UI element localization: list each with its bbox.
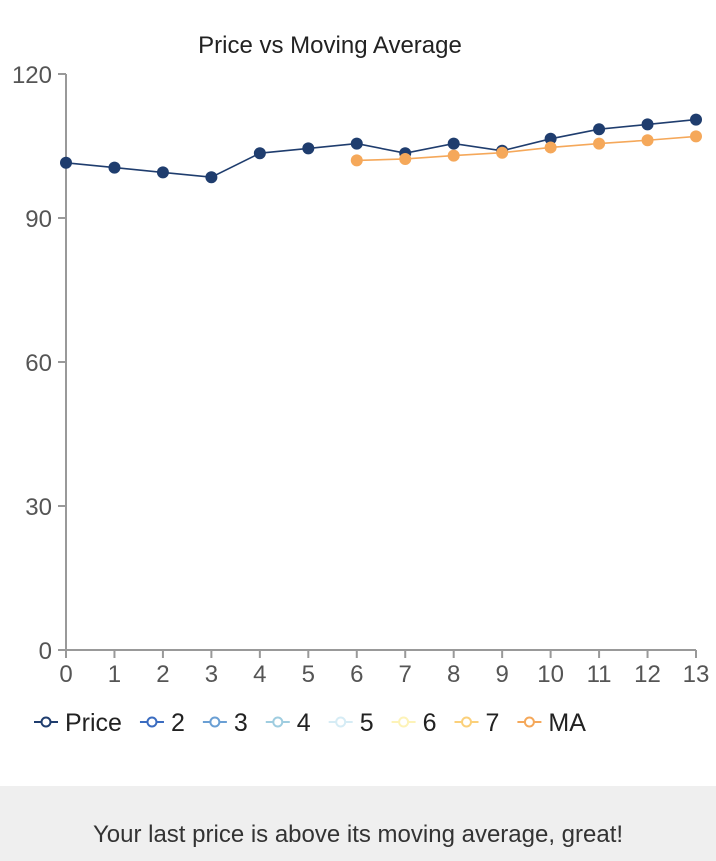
legend-marker-icon (146, 716, 158, 728)
legend-item-2[interactable]: 2 (139, 709, 185, 737)
x-tick-label: 11 (587, 661, 612, 688)
legend-label: 4 (297, 709, 311, 737)
x-tick-label: 10 (537, 661, 564, 688)
data-point-price[interactable] (253, 147, 266, 160)
legend-label: MA (548, 709, 586, 737)
data-point-ma[interactable] (350, 154, 363, 167)
data-point-price[interactable] (641, 118, 654, 131)
legend-item-5[interactable]: 5 (328, 709, 374, 737)
chart-title: Price vs Moving Average (198, 32, 462, 59)
data-point-price[interactable] (544, 132, 557, 145)
legend-item-7[interactable]: 7 (454, 709, 500, 737)
data-point-ma[interactable] (593, 137, 606, 150)
data-point-price[interactable] (690, 113, 702, 126)
legend-item-4[interactable]: 4 (265, 709, 311, 737)
legend-item-3[interactable]: 3 (202, 709, 248, 737)
data-point-price[interactable] (108, 161, 121, 174)
x-tick-label: 3 (205, 661, 218, 688)
legend-label: Price (65, 709, 122, 737)
series-ma (350, 130, 702, 167)
data-point-price[interactable] (447, 137, 460, 150)
chart-series-layer (60, 113, 702, 184)
data-point-price[interactable] (350, 137, 363, 150)
x-tick-label: 8 (447, 661, 460, 688)
data-point-ma[interactable] (496, 146, 509, 159)
x-tick-label: 5 (302, 661, 315, 688)
x-tick-label: 7 (399, 661, 412, 688)
x-tick-label: 9 (495, 661, 508, 688)
legend-label: 5 (360, 709, 374, 737)
x-tick-label: 13 (683, 661, 710, 688)
series-line-price (65, 118, 697, 179)
x-tick-label: 2 (156, 661, 169, 688)
legend-item-ma[interactable]: MA (517, 709, 586, 737)
data-point-price[interactable] (302, 142, 315, 155)
legend-marker-icon (523, 716, 535, 728)
legend-label: 7 (486, 709, 500, 737)
legend-marker-icon (209, 716, 221, 728)
series-price (60, 113, 702, 184)
legend-marker-icon (461, 716, 472, 728)
x-tick-label: 4 (253, 661, 266, 688)
legend-marker-icon (398, 716, 410, 728)
status-banner: Your last price is above its moving aver… (0, 786, 716, 861)
status-message: Your last price is above its moving aver… (92, 820, 624, 848)
x-tick-label: 12 (634, 661, 661, 688)
x-tick-label: 6 (350, 661, 363, 688)
data-point-price[interactable] (60, 156, 72, 169)
y-tick-label: 90 (25, 206, 52, 233)
chart-container: Price vs Moving Average 0 30 60 90 120 0 1 2 3 4 5… (12, 32, 709, 737)
y-tick-label: 60 (25, 350, 52, 377)
chart-legend[interactable]: Price 2 3 4 5 6 7 MA (34, 709, 586, 737)
data-point-ma[interactable] (641, 134, 654, 147)
data-point-ma[interactable] (447, 149, 460, 162)
legend-marker-icon (272, 716, 284, 728)
data-point-price[interactable] (205, 171, 218, 184)
series-line-ma (356, 135, 697, 162)
y-tick-label: 0 (39, 638, 52, 665)
legend-label: 3 (234, 709, 248, 737)
legend-marker-icon (335, 716, 347, 728)
x-tick-label: 0 (59, 661, 72, 688)
y-tick-label: 30 (25, 494, 52, 521)
legend-item-price[interactable]: Price (34, 709, 122, 737)
legend-label: 6 (423, 709, 437, 737)
y-tick-label: 120 (12, 62, 52, 89)
x-tick-label: 1 (108, 661, 121, 688)
data-point-ma[interactable] (544, 141, 557, 154)
data-point-ma[interactable] (690, 130, 702, 143)
data-point-price[interactable] (156, 166, 169, 179)
data-point-ma[interactable] (399, 152, 412, 165)
data-point-price[interactable] (593, 123, 606, 136)
legend-label: 2 (171, 709, 185, 737)
legend-marker-icon (40, 716, 52, 728)
legend-item-6[interactable]: 6 (391, 709, 437, 737)
